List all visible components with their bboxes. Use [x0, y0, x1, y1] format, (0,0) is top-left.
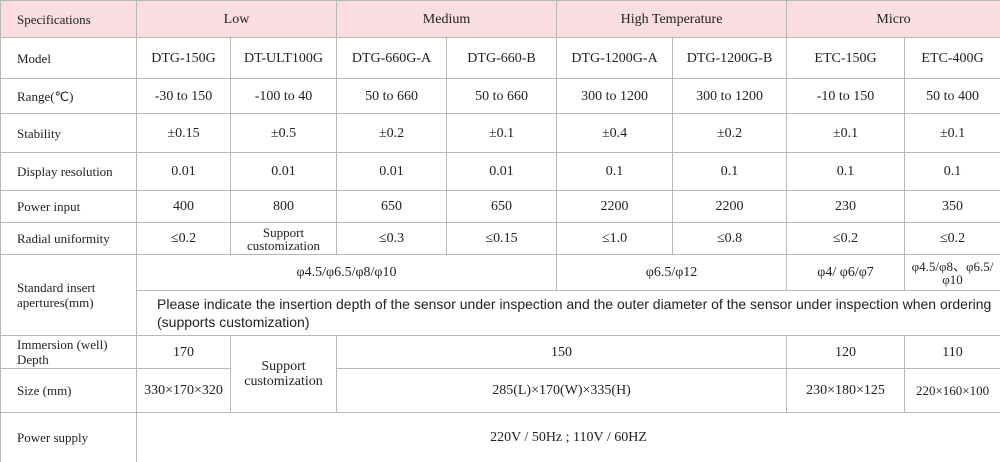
- cell: 230×180×125: [786, 368, 906, 413]
- table-row: Immersion (well) Depth 170 Support customi…: [0, 335, 1000, 413]
- cell: ≤0.2: [904, 222, 1000, 255]
- cell: 50 to 660: [336, 78, 448, 114]
- cell: -10 to 150: [786, 78, 906, 114]
- table-row: Specifications Low Medium High Temperature M…: [0, 0, 1000, 38]
- group-header: Low: [135, 0, 338, 38]
- cell: 50 to 660: [446, 78, 558, 114]
- cell: φ4.5/φ6.5/φ8/φ10: [135, 254, 558, 291]
- row-label: Model: [0, 37, 137, 79]
- table-row: Radial uniformity ≤0.2 Support customizati…: [0, 222, 1000, 255]
- cell: DTG-150G: [136, 37, 231, 79]
- cell: 0.01: [229, 152, 338, 191]
- cell: ±0.4: [556, 113, 674, 153]
- cell: 300 to 1200: [672, 78, 788, 114]
- cell: ≤0.2: [136, 222, 231, 255]
- cell: DT-ULT100G: [229, 37, 338, 79]
- table-row: Display resolution 0.01 0.01 0.01 0.01 0.1 0.1…: [0, 152, 1000, 191]
- cell: DTG-660G-A: [336, 37, 448, 79]
- cell: 110: [904, 335, 1000, 369]
- cell: Support customization: [229, 335, 338, 413]
- cell: 285(L)×170(W)×335(H): [336, 368, 788, 413]
- group-header: Medium: [336, 0, 558, 38]
- table-row: Model DTG-150G DT-ULT100G DTG-660G-A DTG-660…: [0, 37, 1000, 79]
- row-label: Immersion (well) Depth: [0, 335, 137, 369]
- cell: ±0.15: [136, 113, 231, 153]
- row-label: Power input: [0, 190, 137, 223]
- cell: ETC-150G: [786, 37, 906, 79]
- cell: 220×160×100: [904, 368, 1000, 413]
- row-label: Stability: [0, 113, 137, 153]
- cell: 120: [786, 335, 906, 369]
- table-row: Range(℃) -30 to 150 -100 to 40 50 to 660 50 …: [0, 78, 1000, 114]
- table-row: Please indicate the insertion depth of t…: [1, 290, 1000, 336]
- cell: ±0.1: [446, 113, 558, 153]
- cell: 2200: [672, 190, 788, 223]
- table-row: Power input 400 800 650 650 2200 2200 230 350: [0, 190, 1000, 223]
- cell: ≤0.2: [786, 222, 906, 255]
- cell: 150: [336, 335, 788, 369]
- group-header: High Temperature: [556, 0, 788, 38]
- cell: -100 to 40: [229, 78, 338, 114]
- cell: 0.01: [446, 152, 558, 191]
- cell: 650: [446, 190, 558, 223]
- cell: 650: [336, 190, 448, 223]
- cell: DTG-1200G-A: [556, 37, 674, 79]
- cell: ±0.1: [904, 113, 1000, 153]
- cell: ≤1.0: [556, 222, 674, 255]
- cell: 230: [786, 190, 906, 223]
- cell: 0.1: [786, 152, 906, 191]
- cell: 0.1: [904, 152, 1000, 191]
- cell: 0.1: [672, 152, 788, 191]
- cell: 350: [904, 190, 1000, 223]
- cell: DTG-1200G-B: [672, 37, 788, 79]
- cell: ±0.1: [786, 113, 906, 153]
- cell: φ6.5/φ12: [556, 254, 788, 291]
- cell: Support customization: [229, 222, 338, 255]
- cell: 50 to 400: [904, 78, 1000, 114]
- row-label: Size (mm): [0, 368, 137, 413]
- row-label: Power supply: [0, 412, 137, 462]
- row-label: Standard insert apertures(mm): [0, 254, 137, 336]
- cell: 300 to 1200: [556, 78, 674, 114]
- table-row: Power supply 220V / 50Hz ; 110V / 60HZ: [0, 412, 1000, 462]
- cell: 0.1: [556, 152, 674, 191]
- cell: DTG-660-B: [446, 37, 558, 79]
- cell: ±0.2: [336, 113, 448, 153]
- table-row: Stability ±0.15 ±0.5 ±0.2 ±0.1 ±0.4 ±0.2 ±0.1 ±0…: [0, 113, 1000, 153]
- cell: ±0.2: [672, 113, 788, 153]
- cell: φ4.5/φ8、φ6.5/φ10: [904, 254, 1000, 291]
- cell: 0.01: [136, 152, 231, 191]
- cell: -30 to 150: [136, 78, 231, 114]
- cell: 400: [136, 190, 231, 223]
- note: Please indicate the insertion depth of t…: [135, 290, 1000, 336]
- cell: ≤0.3: [336, 222, 448, 255]
- cell: ≤0.8: [672, 222, 788, 255]
- row-label: Radial uniformity: [0, 222, 137, 255]
- cell: 220V / 50Hz ; 110V / 60HZ: [135, 412, 1000, 462]
- cell: φ4/ φ6/φ7: [786, 254, 906, 291]
- cell: 170: [136, 335, 231, 369]
- cell: ±0.5: [229, 113, 338, 153]
- cell: 0.01: [336, 152, 448, 191]
- cell: ≤0.15: [446, 222, 558, 255]
- cell: 800: [229, 190, 338, 223]
- row-label: Display resolution: [0, 152, 137, 191]
- table-row: Standard insert apertures(mm) φ4.5/φ6.5/φ…: [0, 254, 1000, 336]
- cell: ETC-400G: [904, 37, 1000, 79]
- table-row: Size (mm) 330×170×320 285(L)×170(W)×335(H)…: [0, 368, 1000, 413]
- row-label: Range(℃): [0, 78, 137, 114]
- cell: 330×170×320: [136, 368, 231, 413]
- header-label: Specifications: [0, 0, 137, 38]
- cell: 2200: [556, 190, 674, 223]
- group-header: Micro: [786, 0, 1000, 38]
